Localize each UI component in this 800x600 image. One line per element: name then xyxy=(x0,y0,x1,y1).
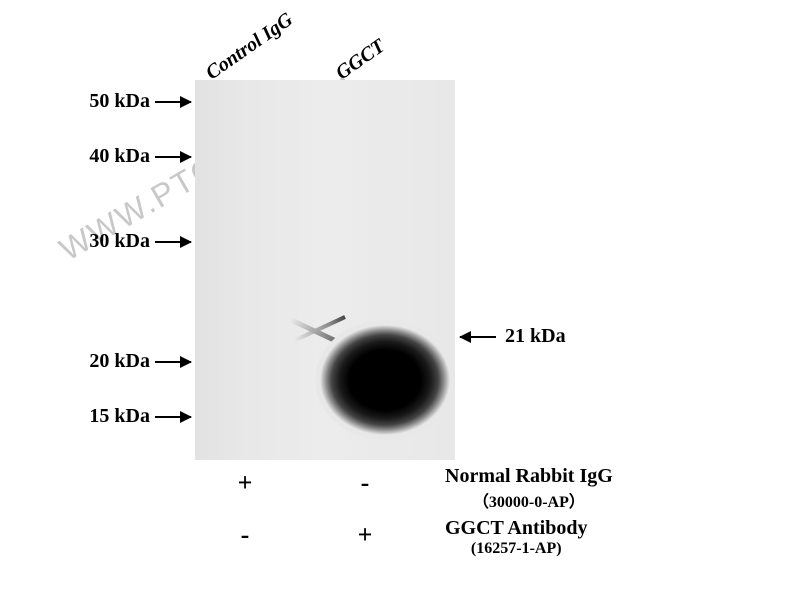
condition-label: Normal Rabbit IgG （30000-0-AP） xyxy=(445,465,613,512)
blot-membrane xyxy=(195,80,455,460)
marker-label: 40 kDa xyxy=(60,145,150,168)
condition-main: Normal Rabbit IgG xyxy=(445,465,613,487)
blot-band xyxy=(315,320,455,440)
condition-label: GGCT Antibody (16257-1-AP) xyxy=(445,517,587,558)
band-label: 21 kDa xyxy=(505,325,566,348)
western-blot-figure: WWW.PTGLAB.COM Control IgG GGCT 50 kDa 4… xyxy=(0,0,800,600)
marker-label: 15 kDa xyxy=(60,405,150,428)
lane-label-target: GGCT xyxy=(332,35,390,85)
condition-symbol: - xyxy=(350,468,380,498)
arrow-right-icon xyxy=(155,416,191,418)
marker-label: 20 kDa xyxy=(60,350,150,373)
condition-symbol: + xyxy=(350,520,380,550)
arrow-left-icon xyxy=(460,336,496,338)
condition-sub: (16257-1-AP) xyxy=(445,540,587,558)
condition-sub: （30000-0-AP） xyxy=(445,488,613,512)
arrow-right-icon xyxy=(155,156,191,158)
marker-label: 30 kDa xyxy=(60,230,150,253)
lane-label-control: Control IgG xyxy=(202,8,298,85)
condition-main: GGCT Antibody xyxy=(445,517,587,539)
arrow-right-icon xyxy=(155,241,191,243)
condition-symbol: - xyxy=(230,520,260,550)
arrow-right-icon xyxy=(155,101,191,103)
arrow-right-icon xyxy=(155,361,191,363)
marker-label: 50 kDa xyxy=(60,90,150,113)
condition-symbol: + xyxy=(230,468,260,498)
